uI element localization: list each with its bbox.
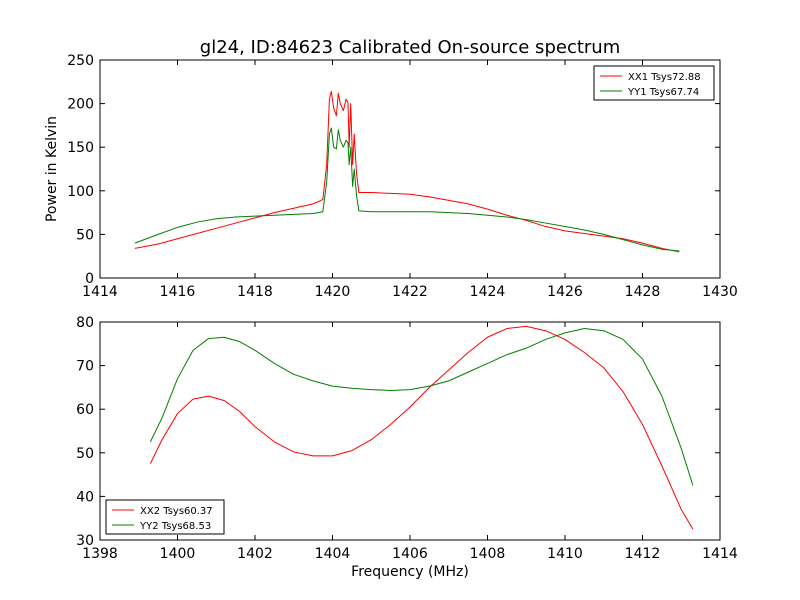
x-tick-label: 1424	[470, 284, 506, 300]
lower-subplot: 1398 1400 1402 1404 1406 1408 1410 1412 1414 30 40…	[76, 315, 738, 580]
y-tick-label: 0	[85, 271, 94, 287]
y-tick-label: 150	[67, 140, 94, 156]
x-tick-label: 1402	[237, 546, 273, 562]
x-tick-label: 1428	[625, 284, 661, 300]
legend-entry: XX2 Tsys60.37	[140, 506, 213, 517]
x-tick-label: 1410	[547, 546, 583, 562]
series-line-1	[149, 325, 694, 530]
series-line-2	[149, 328, 694, 486]
x-tick-label: 1412	[625, 546, 661, 562]
x-tick-label: 1404	[315, 546, 351, 562]
chart-title: gl24, ID:84623 Calibrated On-source spec…	[200, 37, 620, 58]
y-tick-label: 60	[76, 402, 94, 418]
y-tick-label: 50	[76, 227, 94, 243]
upper-subplot: 1414 1416 1418 1420 1422 1424 1426 1428 1430 0 50 1…	[44, 53, 738, 300]
x-axis-label: Frequency (MHz)	[351, 564, 469, 580]
y-tick-label: 70	[76, 359, 94, 375]
series-line-1	[134, 90, 680, 253]
x-tick-label: 1418	[237, 284, 273, 300]
legend-entry: YY1 Tsys67.74	[627, 87, 699, 98]
legend-box	[593, 65, 715, 101]
x-tick-label: 1422	[392, 284, 428, 300]
y-tick-label: 50	[76, 446, 94, 462]
x-tick-label: 1416	[160, 284, 196, 300]
x-tick-label: 1420	[315, 284, 351, 300]
y-tick-label: 80	[76, 315, 94, 331]
series-line-2	[134, 127, 680, 252]
legend-entry: XX1 Tsys72.88	[628, 72, 701, 83]
legend-box	[105, 499, 225, 535]
x-tick-label: 1408	[470, 546, 506, 562]
x-tick-label: 1414	[702, 546, 738, 562]
legend: XX2 Tsys60.37 YY2 Tsys68.53	[105, 499, 225, 535]
x-tick-label: 1426	[547, 284, 583, 300]
legend-entry: YY2 Tsys68.53	[139, 521, 211, 532]
x-tick-label: 1414	[82, 284, 118, 300]
x-tick-label: 1398	[82, 546, 118, 562]
y-axis-label: Power in Kelvin	[44, 116, 60, 222]
x-tick-label: 1406	[392, 546, 428, 562]
legend: XX1 Tsys72.88 YY1 Tsys67.74	[593, 65, 715, 101]
x-tick-label: 1430	[702, 284, 738, 300]
y-tick-label: 200	[67, 97, 94, 113]
y-tick-label: 30	[76, 533, 94, 549]
x-tick-label: 1400	[160, 546, 196, 562]
y-tick-label: 250	[67, 53, 94, 69]
y-tick-label: 40	[76, 489, 94, 505]
y-tick-label: 100	[67, 184, 94, 200]
